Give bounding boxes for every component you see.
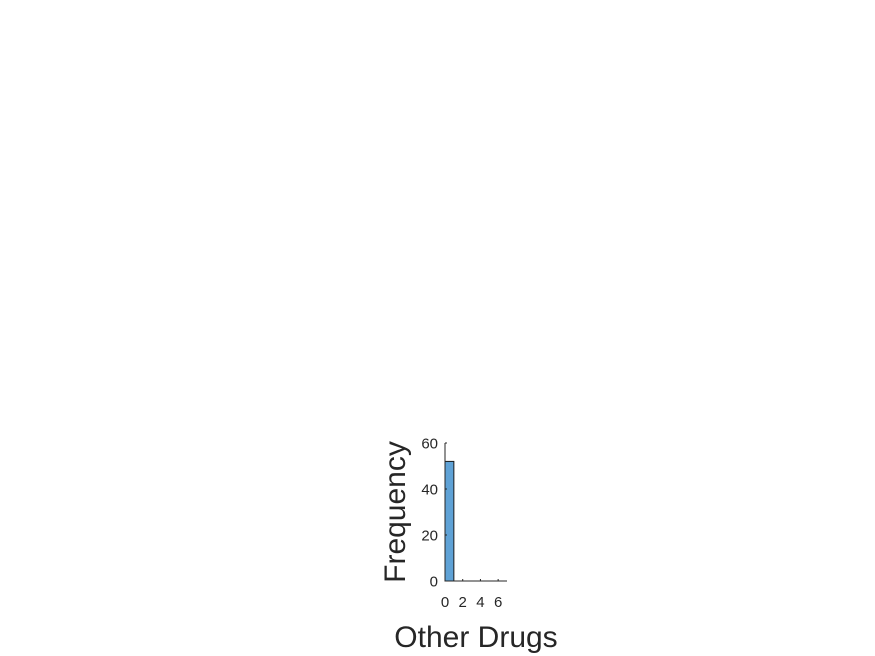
y-tick-label: 20 xyxy=(421,528,438,545)
y-axis-ticks: 0 20 40 60 xyxy=(421,436,447,591)
histogram-bars xyxy=(444,460,455,582)
histogram-bar xyxy=(444,460,455,582)
x-tick-label: 4 xyxy=(476,594,484,611)
x-tick-label: 6 xyxy=(494,594,502,611)
y-tick-label: 0 xyxy=(430,574,438,591)
y-tick-label: 40 xyxy=(421,482,438,499)
x-tick-label: 0 xyxy=(441,594,449,611)
y-axis-label: Frequency xyxy=(379,441,412,583)
x-axis-label: Other Drugs xyxy=(394,621,557,654)
y-tick-label: 60 xyxy=(421,436,438,453)
x-tick-label: 2 xyxy=(459,594,467,611)
